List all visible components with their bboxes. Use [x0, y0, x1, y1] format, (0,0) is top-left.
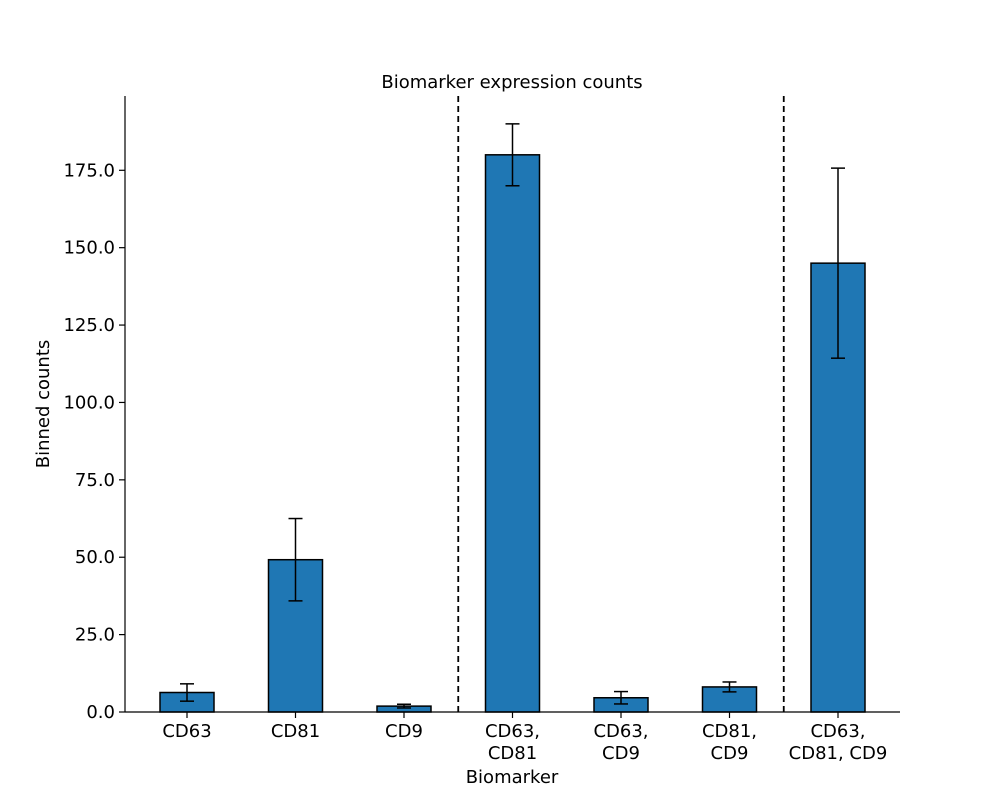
x-tick-label-6-1: CD81, CD9 — [789, 743, 888, 764]
x-tick-label-3-0: CD63, — [485, 721, 540, 742]
y-tick-label-5: 125.0 — [63, 315, 115, 336]
x-axis-label: Biomarker — [466, 767, 559, 788]
y-tick-label-0: 0.0 — [86, 702, 115, 723]
x-tick-label-5-0: CD81, — [702, 721, 757, 742]
x-tick-label-3-1: CD81 — [488, 743, 537, 764]
x-tick-label-6-0: CD63, — [810, 721, 865, 742]
y-tick-label-2: 50.0 — [75, 547, 115, 568]
bar-3 — [484, 154, 541, 713]
x-tick-label-1-0: CD81 — [271, 721, 320, 742]
y-tick-label-4: 100.0 — [63, 392, 115, 413]
x-tick-label-4-0: CD63, — [593, 721, 648, 742]
chart-title: Biomarker expression counts — [381, 72, 642, 93]
x-tick-label-2-0: CD9 — [385, 721, 423, 742]
x-tick-label-0-0: CD63 — [162, 721, 211, 742]
y-tick-label-3: 75.0 — [75, 470, 115, 491]
x-tick-label-5-1: CD9 — [711, 743, 749, 764]
plot-area: 0.0 25.0 50.0 75.0 100.0 125.0 150.0 175.0 CD63 C… — [63, 96, 900, 764]
y-tick-label-1: 25.0 — [75, 625, 115, 646]
y-tick-label-6: 150.0 — [63, 238, 115, 259]
y-axis-label: Binned counts — [33, 340, 54, 469]
x-tick-label-4-1: CD9 — [602, 743, 640, 764]
y-tick-label-7: 175.0 — [63, 160, 115, 181]
